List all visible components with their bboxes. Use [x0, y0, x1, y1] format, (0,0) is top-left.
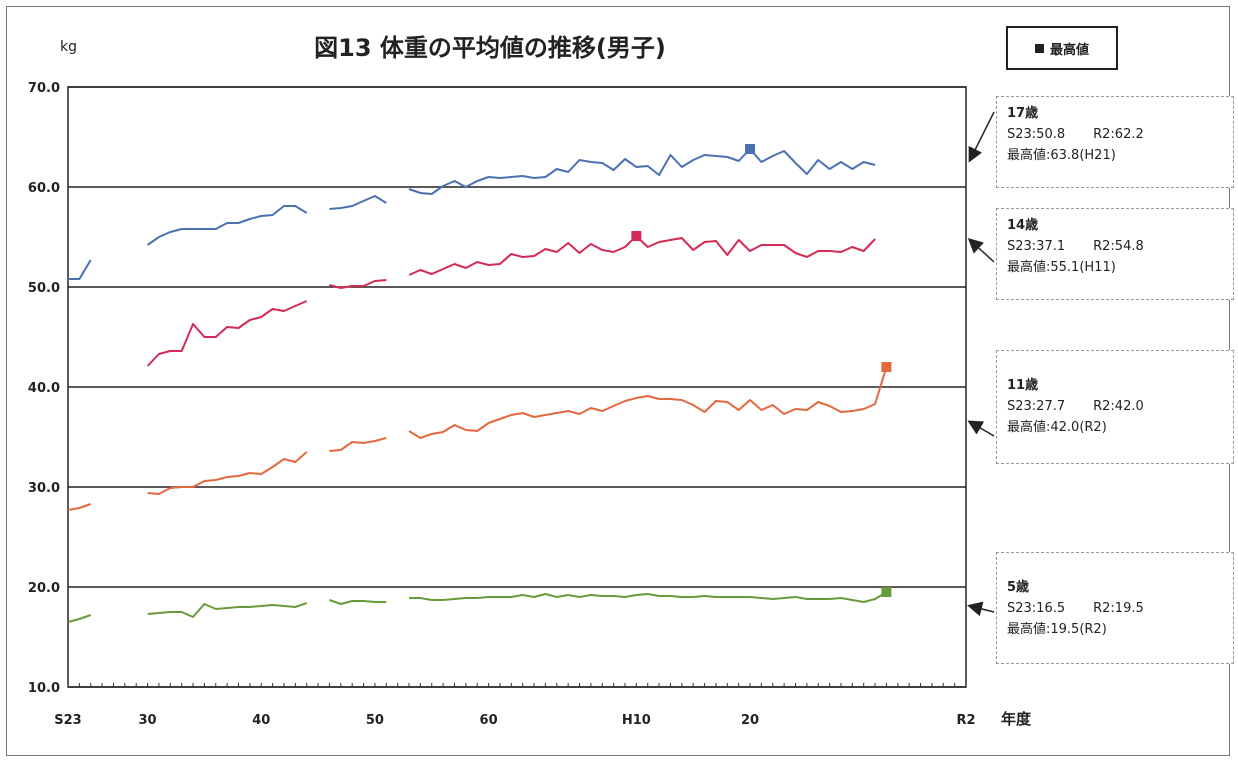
- callout-5: 5歳 S23:16.5 R2:19.5 最高値:19.5(R2): [996, 552, 1234, 664]
- legend-marker-icon: [1034, 43, 1044, 53]
- y-tick-label: 70.0: [28, 81, 60, 96]
- callout-max: 最高値:55.1(H11): [1007, 260, 1116, 275]
- series-line-3: [67, 614, 92, 623]
- callout-s23: S23:37.1: [1007, 239, 1066, 254]
- callout-s23: S23:27.7: [1007, 399, 1066, 414]
- callout-arrow: [967, 601, 995, 617]
- series-line-1: [329, 279, 387, 289]
- y-tick-labels: 10.0 20.0 30.0 40.0 50.0 60.0 70.0: [28, 81, 60, 696]
- series-line-1: [408, 235, 876, 276]
- callout-17: 17歳 S23:50.8 R2:62.2 最高値:63.8(H21): [996, 96, 1234, 188]
- legend-label: 最高値: [1049, 42, 1089, 58]
- y-tick-label: 10.0: [28, 681, 60, 696]
- max-markers: [631, 144, 892, 597]
- callout-max: 最高値:42.0(R2): [1007, 420, 1107, 435]
- y-tick-label: 20.0: [28, 581, 60, 596]
- callout-arrow: [967, 420, 995, 437]
- series-line-3: [147, 602, 308, 618]
- series-line-0: [408, 148, 876, 195]
- series-line-2: [147, 451, 308, 495]
- x-tick-label: H10: [622, 713, 651, 728]
- callout-r2: R2:62.2: [1093, 127, 1144, 142]
- max-point-marker: [881, 362, 892, 372]
- callout-arrow: [967, 237, 995, 263]
- callout-age: 17歳: [1007, 106, 1039, 121]
- series-line-2: [67, 503, 92, 511]
- callout-age: 14歳: [1007, 218, 1039, 233]
- callout-max: 最高値:63.8(H21): [1007, 148, 1116, 163]
- callout-14: 14歳 S23:37.1 R2:54.8 最高値:55.1(H11): [996, 208, 1234, 300]
- max-point-marker: [631, 231, 642, 241]
- y-tick-label: 60.0: [28, 181, 60, 196]
- callout-r2: R2:54.8: [1093, 239, 1144, 254]
- series-line-3: [329, 599, 387, 605]
- series-line-2: [408, 366, 888, 439]
- callout-age: 11歳: [1007, 378, 1039, 393]
- callout-age: 5歳: [1007, 580, 1030, 595]
- series-line-0: [329, 195, 387, 210]
- series-lines: [67, 148, 888, 623]
- y-tick-label: 30.0: [28, 481, 60, 496]
- callout-arrows: [967, 111, 995, 617]
- y-tick-label: 40.0: [28, 381, 60, 396]
- series-line-1: [146, 300, 308, 367]
- max-point-marker: [881, 587, 892, 597]
- callout-arrow: [968, 111, 995, 163]
- chart-title: 図13 体重の平均値の推移(男子): [314, 34, 666, 62]
- x-tick-label: 30: [139, 713, 157, 728]
- callout-s23: S23:16.5: [1007, 601, 1066, 616]
- callout-r2: R2:19.5: [1093, 601, 1144, 616]
- legend: 最高値: [1006, 26, 1118, 70]
- x-tick-labels: S23 30 40 50 60 H10 20 R2: [54, 713, 975, 728]
- x-tick-label: 50: [366, 713, 384, 728]
- series-line-0: [147, 205, 308, 246]
- x-tick-label: 20: [741, 713, 759, 728]
- x-axis-label: 年度: [1001, 710, 1032, 728]
- x-tick-label: 40: [252, 713, 270, 728]
- series-line-2: [329, 437, 387, 452]
- x-tick-label: 60: [480, 713, 498, 728]
- max-point-marker: [745, 144, 756, 154]
- callout-r2: R2:42.0: [1093, 399, 1144, 414]
- y-tick-label: 50.0: [28, 281, 60, 296]
- callout-11: 11歳 S23:27.7 R2:42.0 最高値:42.0(R2): [996, 350, 1234, 464]
- grid: [67, 86, 967, 688]
- callout-max: 最高値:19.5(R2): [1007, 622, 1107, 637]
- series-line-0: [68, 259, 92, 280]
- callout-s23: S23:50.8: [1007, 127, 1066, 142]
- x-tick-label: R2: [956, 713, 975, 728]
- y-axis-unit: kg: [60, 39, 77, 55]
- series-line-3: [409, 591, 887, 603]
- x-tick-label: S23: [54, 713, 81, 728]
